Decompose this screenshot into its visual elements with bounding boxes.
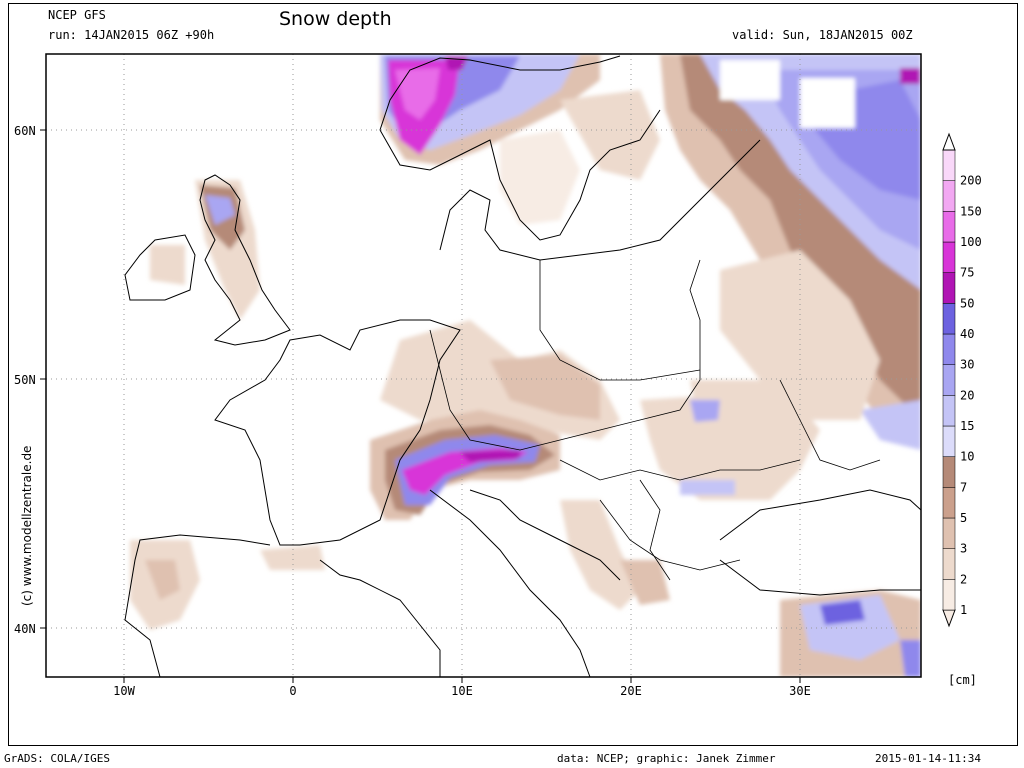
- colorbar-tick-label: 5: [960, 511, 967, 525]
- colorbar-tick-label: 30: [960, 358, 974, 372]
- lon-label-10w: 10W: [113, 684, 135, 698]
- model-label: NCEP GFS: [48, 8, 106, 22]
- colorbar-low-arrow: [942, 609, 956, 628]
- colorbar-swatch: [942, 180, 956, 212]
- legend-unit: [cm]: [948, 673, 977, 687]
- colorbar-tick-label: 7: [960, 480, 967, 494]
- colorbar-swatch: [942, 456, 956, 488]
- colorbar-tick-label: 200: [960, 174, 982, 188]
- colorbar-swatch: [942, 487, 956, 519]
- colorbar-tick-label: 15: [960, 419, 974, 433]
- colorbar-swatch: [942, 395, 956, 427]
- colorbar-high-arrow: [942, 132, 956, 151]
- figure-frame: [8, 3, 1018, 746]
- colorbar-tick-label: 20: [960, 388, 974, 402]
- timestamp: 2015-01-14-11:34: [875, 752, 981, 765]
- map-border: [45, 53, 922, 678]
- run-label: run: 14JAN2015 06Z +90h: [48, 28, 215, 42]
- lon-label-10e: 10E: [451, 684, 473, 698]
- colorbar-tick-label: 2: [960, 572, 967, 586]
- colorbar-swatch: [942, 333, 956, 365]
- colorbar-tick-label: 1: [960, 603, 967, 617]
- colorbar-swatch: [942, 425, 956, 457]
- colorbar-swatch: [942, 211, 956, 243]
- valid-time-label: valid: Sun, 18JAN2015 00Z: [732, 28, 913, 42]
- grads-credit: GrADS: COLA/IGES: [4, 752, 110, 765]
- lat-label-40n: 40N: [14, 622, 36, 636]
- watermark-text: (c) www.modellzentrale.de: [20, 445, 34, 606]
- colorbar-tick-label: 10: [960, 450, 974, 464]
- lon-label-0: 0: [289, 684, 296, 698]
- lat-label-60n: 60N: [14, 124, 36, 138]
- axis-ticks: [40, 129, 801, 683]
- colorbar-tick-label: 3: [960, 542, 967, 556]
- colorbar-swatch: [942, 364, 956, 396]
- colorbar-swatch: [942, 241, 956, 273]
- lat-label-50n: 50N: [14, 373, 36, 387]
- colorbar-tick-label: 50: [960, 296, 974, 310]
- data-credit: data: NCEP; graphic: Janek Zimmer: [557, 752, 776, 765]
- colorbar-tick-label: 75: [960, 266, 974, 280]
- colorbar-swatch: [942, 579, 956, 611]
- colorbar-legend: 1 2 3 5 7 10 15 20 30 40 50 75 100 150 200: [942, 132, 982, 628]
- lon-label-20e: 20E: [620, 684, 642, 698]
- colorbar-swatch: [942, 272, 956, 304]
- colorbar-swatch: [942, 149, 956, 181]
- map-title: Snow depth: [279, 8, 392, 30]
- country-borders: [429, 259, 881, 581]
- graticule: [46, 54, 921, 677]
- colorbar-swatch: [942, 517, 956, 549]
- colorbar-swatch: [942, 548, 956, 580]
- colorbar-tick-label: 40: [960, 327, 974, 341]
- colorbar-tick-label: 150: [960, 204, 982, 218]
- lon-label-30e: 30E: [789, 684, 811, 698]
- colorbar-tick-label: 100: [960, 235, 982, 249]
- colorbar-swatch: [942, 303, 956, 335]
